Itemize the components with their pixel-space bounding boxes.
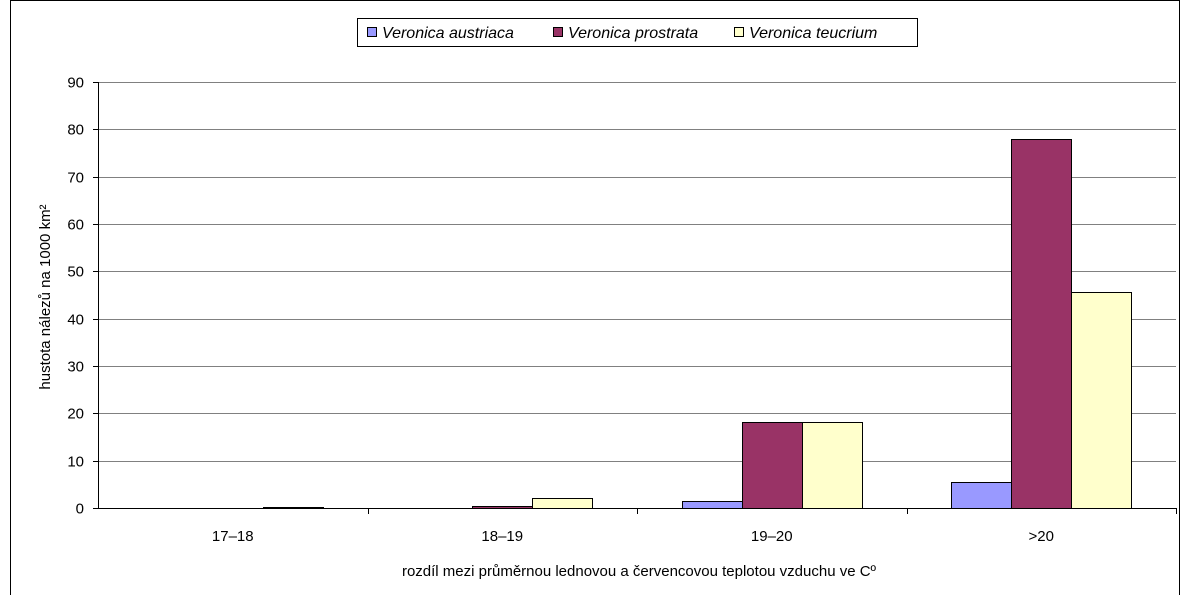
gridlines — [98, 82, 1176, 462]
bars — [263, 139, 1132, 509]
legend-item-1: Veronica austriaca — [367, 25, 514, 42]
bar — [532, 498, 593, 509]
y-tick-label: 80 — [67, 122, 84, 139]
legend-label: Veronica prostrata — [568, 25, 698, 42]
x-axis-title: rozdíl mezi průměrnou lednovou a červenc… — [402, 563, 877, 580]
x-tick-label: >20 — [1029, 528, 1054, 545]
legend-item-2: Veronica prostrata — [553, 25, 698, 42]
y-tick-label: 40 — [67, 312, 84, 329]
y-tick-label: 70 — [67, 170, 84, 187]
bar — [1071, 292, 1132, 509]
legend-swatch — [553, 27, 563, 37]
y-axis-title: hustota nálezů na 1000 km² — [37, 204, 54, 389]
legend-label: Veronica teucrium — [749, 25, 877, 42]
legend-swatch — [367, 27, 377, 37]
bar — [682, 501, 743, 509]
legend-item-3: Veronica teucrium — [734, 25, 877, 42]
y-tick-label: 90 — [67, 75, 84, 92]
y-tick-label: 30 — [67, 359, 84, 376]
bar — [802, 422, 863, 509]
legend: Veronica austriaca Veronica prostrata Ve… — [357, 18, 918, 47]
legend-box — [357, 18, 918, 47]
y-tick-label: 0 — [76, 501, 84, 518]
bar — [951, 482, 1012, 509]
legend-label: Veronica austriaca — [382, 25, 514, 42]
x-tick-label: 18–19 — [481, 528, 523, 545]
bar — [742, 422, 803, 509]
x-tick-label: 17–18 — [212, 528, 254, 545]
bar — [1011, 139, 1072, 509]
y-tick-label: 50 — [67, 264, 84, 281]
y-tick-labels: 0 10 20 30 40 50 60 70 80 90 — [67, 75, 84, 518]
x-tick-label: 19–20 — [751, 528, 793, 545]
y-tick-label: 60 — [67, 217, 84, 234]
axes — [93, 82, 1177, 514]
legend-swatch — [734, 27, 744, 37]
y-tick-label: 20 — [67, 406, 84, 423]
y-tick-label: 10 — [67, 454, 84, 471]
x-tick-labels: 17–18 18–19 19–20 >20 — [212, 528, 1054, 545]
